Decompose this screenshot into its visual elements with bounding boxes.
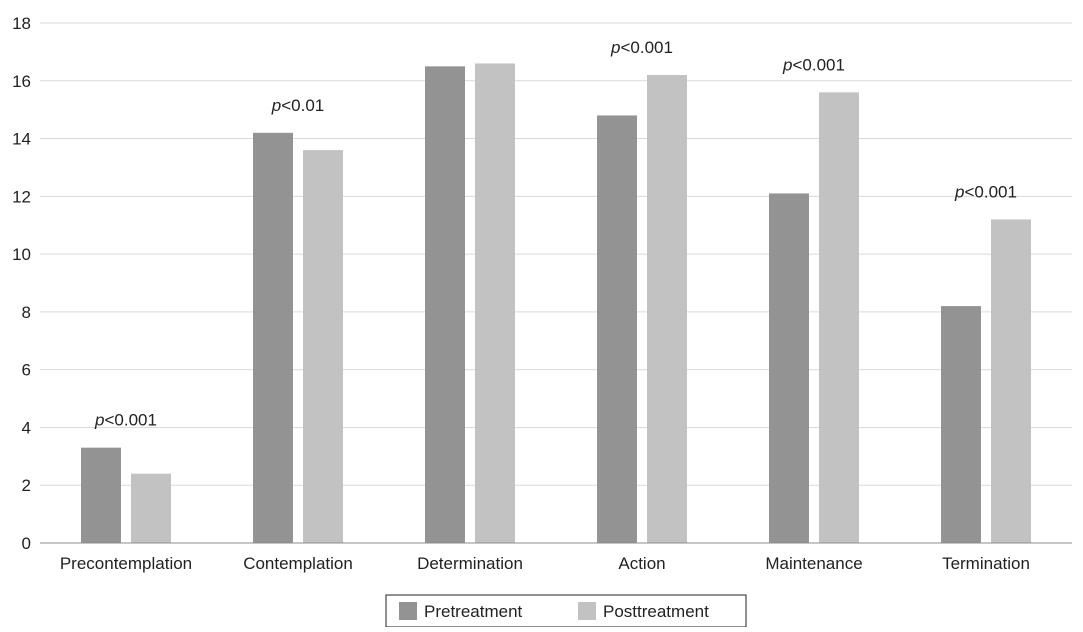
y-axis-ticks: 0 2 4 6 8 10 12 14 16 18 [12,14,31,553]
bar-posttreatment-determination [475,63,515,543]
x-category-label-action: Action [618,554,665,573]
bar-pretreatment-determination [425,66,465,543]
x-axis-category-labels: Precontemplation Contemplation Determinati… [60,554,1030,573]
bar-posttreatment-termination [991,219,1031,543]
bar-pretreatment-action [597,115,637,543]
legend-frame [385,594,747,628]
y-tick-label: 18 [12,14,31,33]
bar-pretreatment-precontemplation [81,447,121,543]
y-tick-label: 14 [12,130,31,149]
p-value-annotation-termination: p<0.001 [954,182,1017,201]
legend-swatch-posttreatment [578,602,596,620]
p-value-annotation-maintenance: p<0.001 [782,55,845,74]
bar-pretreatment-termination [941,306,981,543]
y-tick-label: 16 [12,72,31,91]
y-tick-label: 12 [12,187,31,206]
y-tick-label: 4 [22,418,31,437]
bar-posttreatment-action [647,75,687,543]
bar-posttreatment-maintenance [819,92,859,543]
y-tick-label: 2 [22,476,31,495]
bar-pretreatment-maintenance [769,193,809,543]
p-value-annotation-precontemplation: p<0.001 [94,411,157,430]
bars [81,63,1031,543]
legend-swatch-pretreatment [399,602,417,620]
legend: Pretreatment Posttreatment [385,594,747,628]
x-category-label-determination: Determination [417,554,523,573]
x-category-label-contemplation: Contemplation [243,554,353,573]
p-value-annotation-action: p<0.001 [610,38,673,57]
x-category-label-precontemplation: Precontemplation [60,554,192,573]
y-tick-label: 6 [22,361,31,380]
p-value-annotation-contemplation: p<0.01 [271,96,324,115]
legend-label-pretreatment: Pretreatment [424,602,523,621]
legend-label-posttreatment: Posttreatment [603,602,709,621]
bar-posttreatment-precontemplation [131,473,171,543]
x-category-label-maintenance: Maintenance [765,554,862,573]
y-tick-label: 8 [22,303,31,322]
y-tick-label: 10 [12,245,31,264]
bar-pretreatment-contemplation [253,132,293,543]
significance-annotations: p<0.001 p<0.01 p<0.001 p<0.001 p<0.001 [94,38,1017,430]
x-category-label-termination: Termination [942,554,1030,573]
y-tick-label: 0 [22,534,31,553]
bar-posttreatment-contemplation [303,150,343,543]
gridlines [40,22,1072,486]
